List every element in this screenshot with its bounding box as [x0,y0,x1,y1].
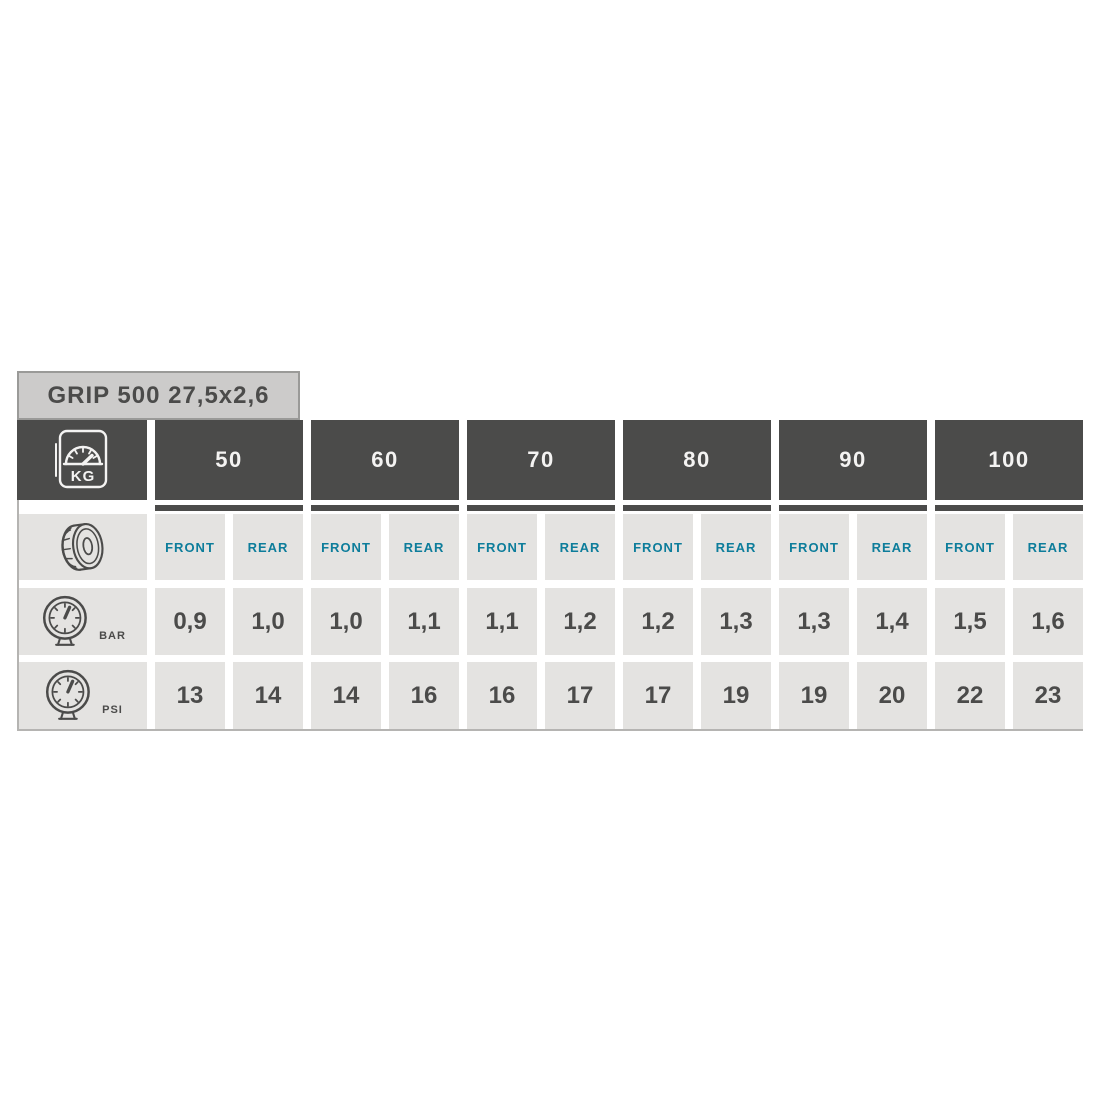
pressure-gauge-icon [46,669,91,720]
psi-front-60: 14 [311,662,381,729]
tire-icon [61,522,104,571]
front-label-50: FRONT [155,514,225,580]
bar-rear-70: 1,2 [545,588,615,655]
rear-label-50: REAR [233,514,303,580]
front-label-100: FRONT [935,514,1005,580]
front-label-60: FRONT [311,514,381,580]
psi-rear-50: 14 [233,662,303,729]
weight-header-70: 70 [467,420,615,500]
psi-rear-60: 16 [389,662,459,729]
weight-header-row: KG 50 60 70 80 90 100 [17,420,1083,500]
kg-header-cell: KG [17,420,147,500]
weight-header-80: 80 [623,420,771,500]
bar-front-60: 1,0 [311,588,381,655]
front-label-70: FRONT [467,514,537,580]
psi-unit-label: PSI [102,703,123,716]
bar-front-50: 0,9 [155,588,225,655]
bar-rear-100: 1,6 [1013,588,1083,655]
bar-front-100: 1,5 [935,588,1005,655]
product-title: GRIP 500 27,5x2,6 [17,371,300,420]
accent-bar-90 [779,505,927,511]
weight-header-100: 100 [935,420,1083,500]
rear-label-70: REAR [545,514,615,580]
accent-bar-60 [311,505,459,511]
psi-rear-70: 17 [545,662,615,729]
rear-label-90: REAR [857,514,927,580]
psi-rear-100: 23 [1013,662,1083,729]
bar-rear-80: 1,3 [701,588,771,655]
bar-rear-50: 1,0 [233,588,303,655]
kg-label: KG [71,468,96,485]
accent-bar-spacer [17,505,147,511]
psi-values-row: PSI 13 14 14 16 16 17 17 19 19 20 22 23 [17,662,1083,729]
front-label-80: FRONT [623,514,693,580]
accent-bar-50 [155,505,303,511]
bar-front-80: 1,2 [623,588,693,655]
bar-unit-cell: BAR [17,588,147,655]
pressure-gauge-icon [43,595,87,646]
header-accent-bars [17,505,1083,511]
accent-bar-100 [935,505,1083,511]
bar-front-90: 1,3 [779,588,849,655]
bar-rear-90: 1,4 [857,588,927,655]
table-left-border [17,500,19,731]
accent-bar-70 [467,505,615,511]
table-bottom-border [17,729,1083,731]
pressure-table: GRIP 500 27,5x2,6 KG 50 6 [17,371,1083,733]
tire-cell [17,514,147,580]
psi-front-50: 13 [155,662,225,729]
bar-rear-60: 1,1 [389,588,459,655]
weight-header-60: 60 [311,420,459,500]
psi-rear-80: 19 [701,662,771,729]
bar-values-row: BAR 0,9 1,0 1,0 1,1 1,1 1,2 1,2 1,3 1,3 … [17,588,1083,655]
accent-bar-80 [623,505,771,511]
weight-header-90: 90 [779,420,927,500]
rear-label-80: REAR [701,514,771,580]
bar-front-70: 1,1 [467,588,537,655]
psi-front-70: 16 [467,662,537,729]
rear-label-60: REAR [389,514,459,580]
front-rear-row: FRONT REAR FRONT REAR FRONT REAR FRONT R… [17,514,1083,580]
weight-header-50: 50 [155,420,303,500]
psi-front-90: 19 [779,662,849,729]
weight-scale-icon: KG [55,429,108,489]
bar-unit-label: BAR [99,629,126,642]
psi-front-100: 22 [935,662,1005,729]
front-label-90: FRONT [779,514,849,580]
psi-rear-90: 20 [857,662,927,729]
psi-unit-cell: PSI [17,662,147,729]
psi-front-80: 17 [623,662,693,729]
rear-label-100: REAR [1013,514,1083,580]
